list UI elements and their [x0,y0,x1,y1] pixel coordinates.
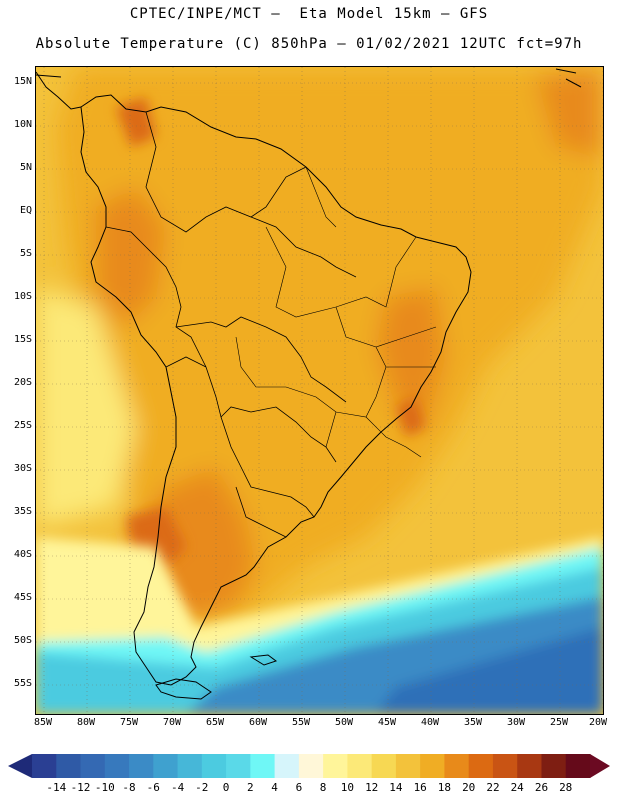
colorbar-label: -8 [122,781,136,794]
field-warm-caribbean [536,67,603,157]
colorbar-swatch [541,754,567,778]
colorbar-label: 12 [365,781,379,794]
colorbar-swatch [420,754,445,778]
colorbar-label: 18 [437,781,452,794]
colorbar-label: 0 [222,781,230,794]
lon-label-50w: 50W [334,717,354,728]
state-borders [235,166,437,458]
colorbar-swatch [250,754,276,778]
lat-label-eq: EQ [19,205,32,216]
field-warm-andes-north [96,187,166,327]
lon-label-65w: 65W [205,717,225,728]
colorbar-label: 28 [559,781,573,794]
lat-label-10s: 10S [13,291,32,302]
lon-label-30w: 30W [506,717,526,728]
lon-label-85w: 85W [33,717,53,728]
lat-label-40s: 40S [13,549,32,560]
title-line-1: CPTEC/INPE/MCT – Eta Model 15km – GFS [129,6,489,22]
colorbar-swatch [468,754,494,778]
colorbar-swatch [395,754,421,778]
lon-label-70w: 70W [162,717,182,728]
temperature-map [35,66,604,715]
lat-label-5n: 5N [19,162,32,173]
lat-label-25s: 25S [13,420,32,431]
colorbar-swatch [56,754,82,778]
colorbar-swatch [153,754,179,778]
field-cyan-band [36,547,603,677]
coastline-central-america [36,71,82,110]
country-borders [105,111,357,538]
lat-label-55s: 55S [13,678,32,689]
colorbar-label: -6 [146,781,160,794]
colorbar-label: 8 [319,781,327,794]
field-warm-northeast [376,287,446,427]
colorbar-label: -4 [170,781,185,794]
colorbar-label: 16 [413,781,427,794]
colorbar-label: -14 [46,781,67,794]
colorbar-swatch [323,754,348,778]
colorbar-swatch [371,754,397,778]
lat-label-45s: 45S [13,592,32,603]
colorbar-label: 10 [340,781,355,794]
colorbar-swatch [274,754,300,778]
colorbar-label: 22 [486,781,500,794]
colorbar-label: -10 [94,781,115,794]
lat-label-35s: 35S [13,506,32,517]
lon-label-60w: 60W [248,717,268,728]
lat-label-10n: 10N [13,119,32,130]
colorbar-swatch [80,754,106,778]
lat-label-15s: 15S [13,334,32,345]
lat-label-5s: 5S [19,248,32,259]
coastline-falklands [249,654,278,666]
colorbar-label: 24 [510,781,524,794]
lat-label-20s: 20S [13,377,32,388]
lon-label-40w: 40W [420,717,440,728]
colorbar-swatch [298,754,324,778]
colorbar-swatch [32,754,57,778]
coastline-tierra-del-fuego [155,678,212,700]
colorbar-label: 14 [389,781,403,794]
lat-label-15n: 15N [13,76,32,87]
coastline-caribbean [36,68,582,88]
colorbar-swatch [444,754,470,778]
colorbar-arrow-left [8,754,32,778]
field-pale-south [36,537,603,667]
field-deepest-blue [376,627,603,714]
lat-label-50s: 50S [13,635,32,646]
lon-label-45w: 45W [377,717,397,728]
colorbar-label: -2 [195,781,209,794]
lon-label-55w: 55W [291,717,311,728]
colorbar-label: 2 [246,781,254,794]
colorbar-swatch [226,754,251,778]
field-hot-se-brazil [396,397,426,437]
colorbar-swatch [492,754,518,778]
field-pale-pacific [36,287,136,527]
colorbar-swatch [565,754,591,778]
title-line-2: Absolute Temperature (C) 850hPa – 01/02/… [35,36,583,52]
colorbar-swatch [129,754,154,778]
lon-label-25w: 25W [549,717,569,728]
lat-label-30s: 30S [13,463,32,474]
colorbar-label: 6 [295,781,303,794]
lon-label-20w: 20W [588,717,608,728]
colorbar-swatch [201,754,227,778]
colorbar-label: 26 [534,781,549,794]
colorbar-swatch [177,754,203,778]
temperature-colorbar [8,754,610,778]
colorbar-arrow-right [590,754,610,778]
coastline-south-america [80,94,472,686]
lon-label-75w: 75W [119,717,139,728]
colorbar-swatch [104,754,130,778]
lon-label-35w: 35W [463,717,483,728]
colorbar-label: 20 [462,781,476,794]
colorbar-swatch [517,754,542,778]
colorbar-label: 4 [271,781,278,794]
colorbar-swatch [347,754,373,778]
colorbar-label: -12 [70,781,91,794]
lon-label-80w: 80W [76,717,96,728]
